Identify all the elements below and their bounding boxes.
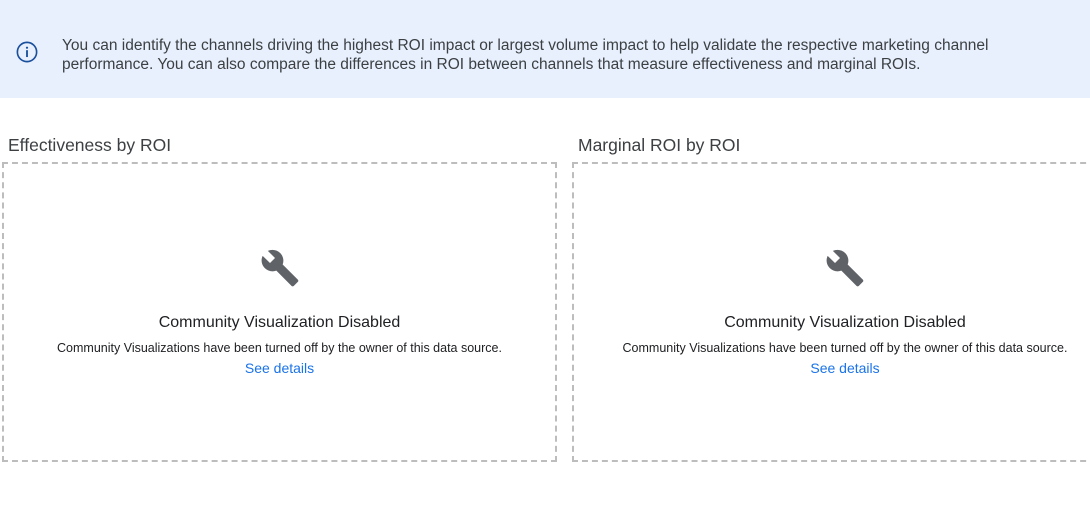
disabled-message: Community Visualizations have been turne… [57, 341, 502, 355]
see-details-link[interactable]: See details [244, 360, 315, 376]
wrench-icon [826, 249, 864, 287]
disabled-heading: Community Visualization Disabled [158, 314, 401, 331]
info-banner-text: You can identify the channels driving th… [62, 37, 989, 73]
wrench-icon [261, 249, 298, 287]
effectiveness-chart-title: Effectiveness by ROI [8, 135, 172, 155]
info-banner: You can identify the channels driving th… [0, 0, 1090, 98]
disabled-heading: Community Visualization Disabled [724, 314, 966, 331]
see-details-link[interactable]: See details [810, 360, 880, 376]
effectiveness-chart-panel: Community Visualization Disabled Communi… [2, 162, 557, 462]
disabled-message: Community Visualizations have been turne… [622, 341, 1068, 355]
marginal-roi-chart-panel: Community Visualization Disabled Communi… [572, 162, 1090, 462]
marginal-roi-chart-title: Marginal ROI by ROI [578, 135, 741, 155]
info-icon [16, 41, 38, 63]
